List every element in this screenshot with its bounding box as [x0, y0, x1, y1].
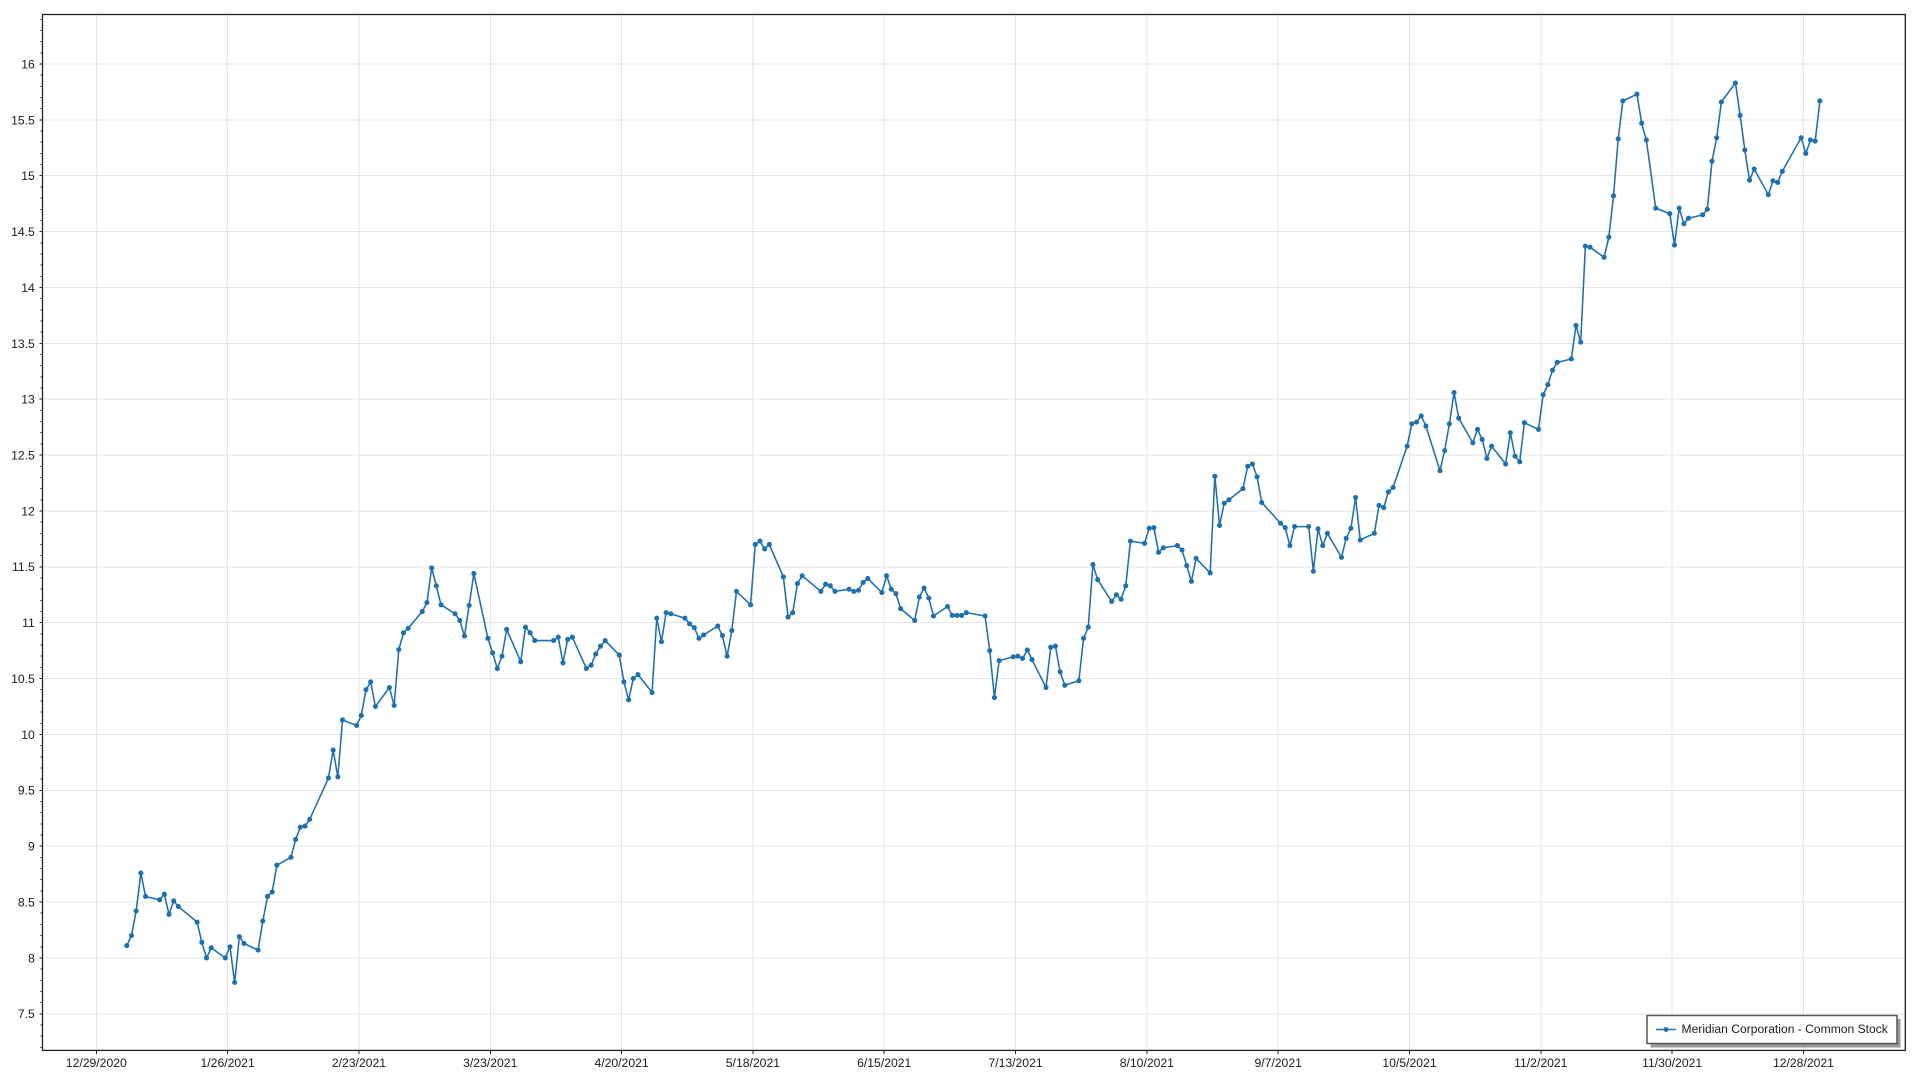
svg-text:13: 13: [21, 393, 35, 407]
svg-text:15.5: 15.5: [11, 113, 35, 127]
svg-text:5/18/2021: 5/18/2021: [726, 1056, 780, 1070]
svg-text:12/29/2020: 12/29/2020: [66, 1056, 127, 1070]
svg-text:9/7/2021: 9/7/2021: [1254, 1056, 1302, 1070]
svg-text:6/15/2021: 6/15/2021: [857, 1056, 911, 1070]
svg-text:8.5: 8.5: [18, 895, 35, 909]
svg-text:11/30/2021: 11/30/2021: [1642, 1056, 1702, 1070]
svg-text:13.5: 13.5: [11, 337, 35, 351]
svg-text:7/13/2021: 7/13/2021: [988, 1056, 1042, 1070]
svg-text:2/23/2021: 2/23/2021: [332, 1056, 386, 1070]
svg-text:3/23/2021: 3/23/2021: [463, 1056, 517, 1070]
svg-text:14.5: 14.5: [11, 225, 35, 239]
svg-text:Meridian Corporation - Common: Meridian Corporation - Common Stock: [1682, 1022, 1889, 1036]
svg-text:11/2/2021: 11/2/2021: [1514, 1056, 1568, 1070]
svg-text:4/20/2021: 4/20/2021: [594, 1056, 648, 1070]
svg-text:16: 16: [21, 57, 35, 71]
svg-text:9.5: 9.5: [18, 784, 35, 798]
svg-text:12.5: 12.5: [11, 448, 35, 462]
svg-text:10.5: 10.5: [11, 672, 35, 686]
svg-text:7.5: 7.5: [18, 1007, 35, 1021]
svg-text:1/26/2021: 1/26/2021: [201, 1056, 255, 1070]
svg-text:8/10/2021: 8/10/2021: [1120, 1056, 1174, 1070]
svg-text:10: 10: [21, 728, 35, 742]
svg-text:12: 12: [21, 504, 35, 518]
svg-text:12/28/2021: 12/28/2021: [1773, 1056, 1834, 1070]
svg-text:15: 15: [21, 169, 35, 183]
svg-text:11.5: 11.5: [12, 560, 35, 574]
svg-text:11: 11: [22, 616, 35, 630]
svg-text:14: 14: [21, 281, 35, 295]
svg-text:8: 8: [28, 951, 35, 965]
svg-text:10/5/2021: 10/5/2021: [1382, 1056, 1436, 1070]
svg-text:9: 9: [28, 840, 35, 854]
